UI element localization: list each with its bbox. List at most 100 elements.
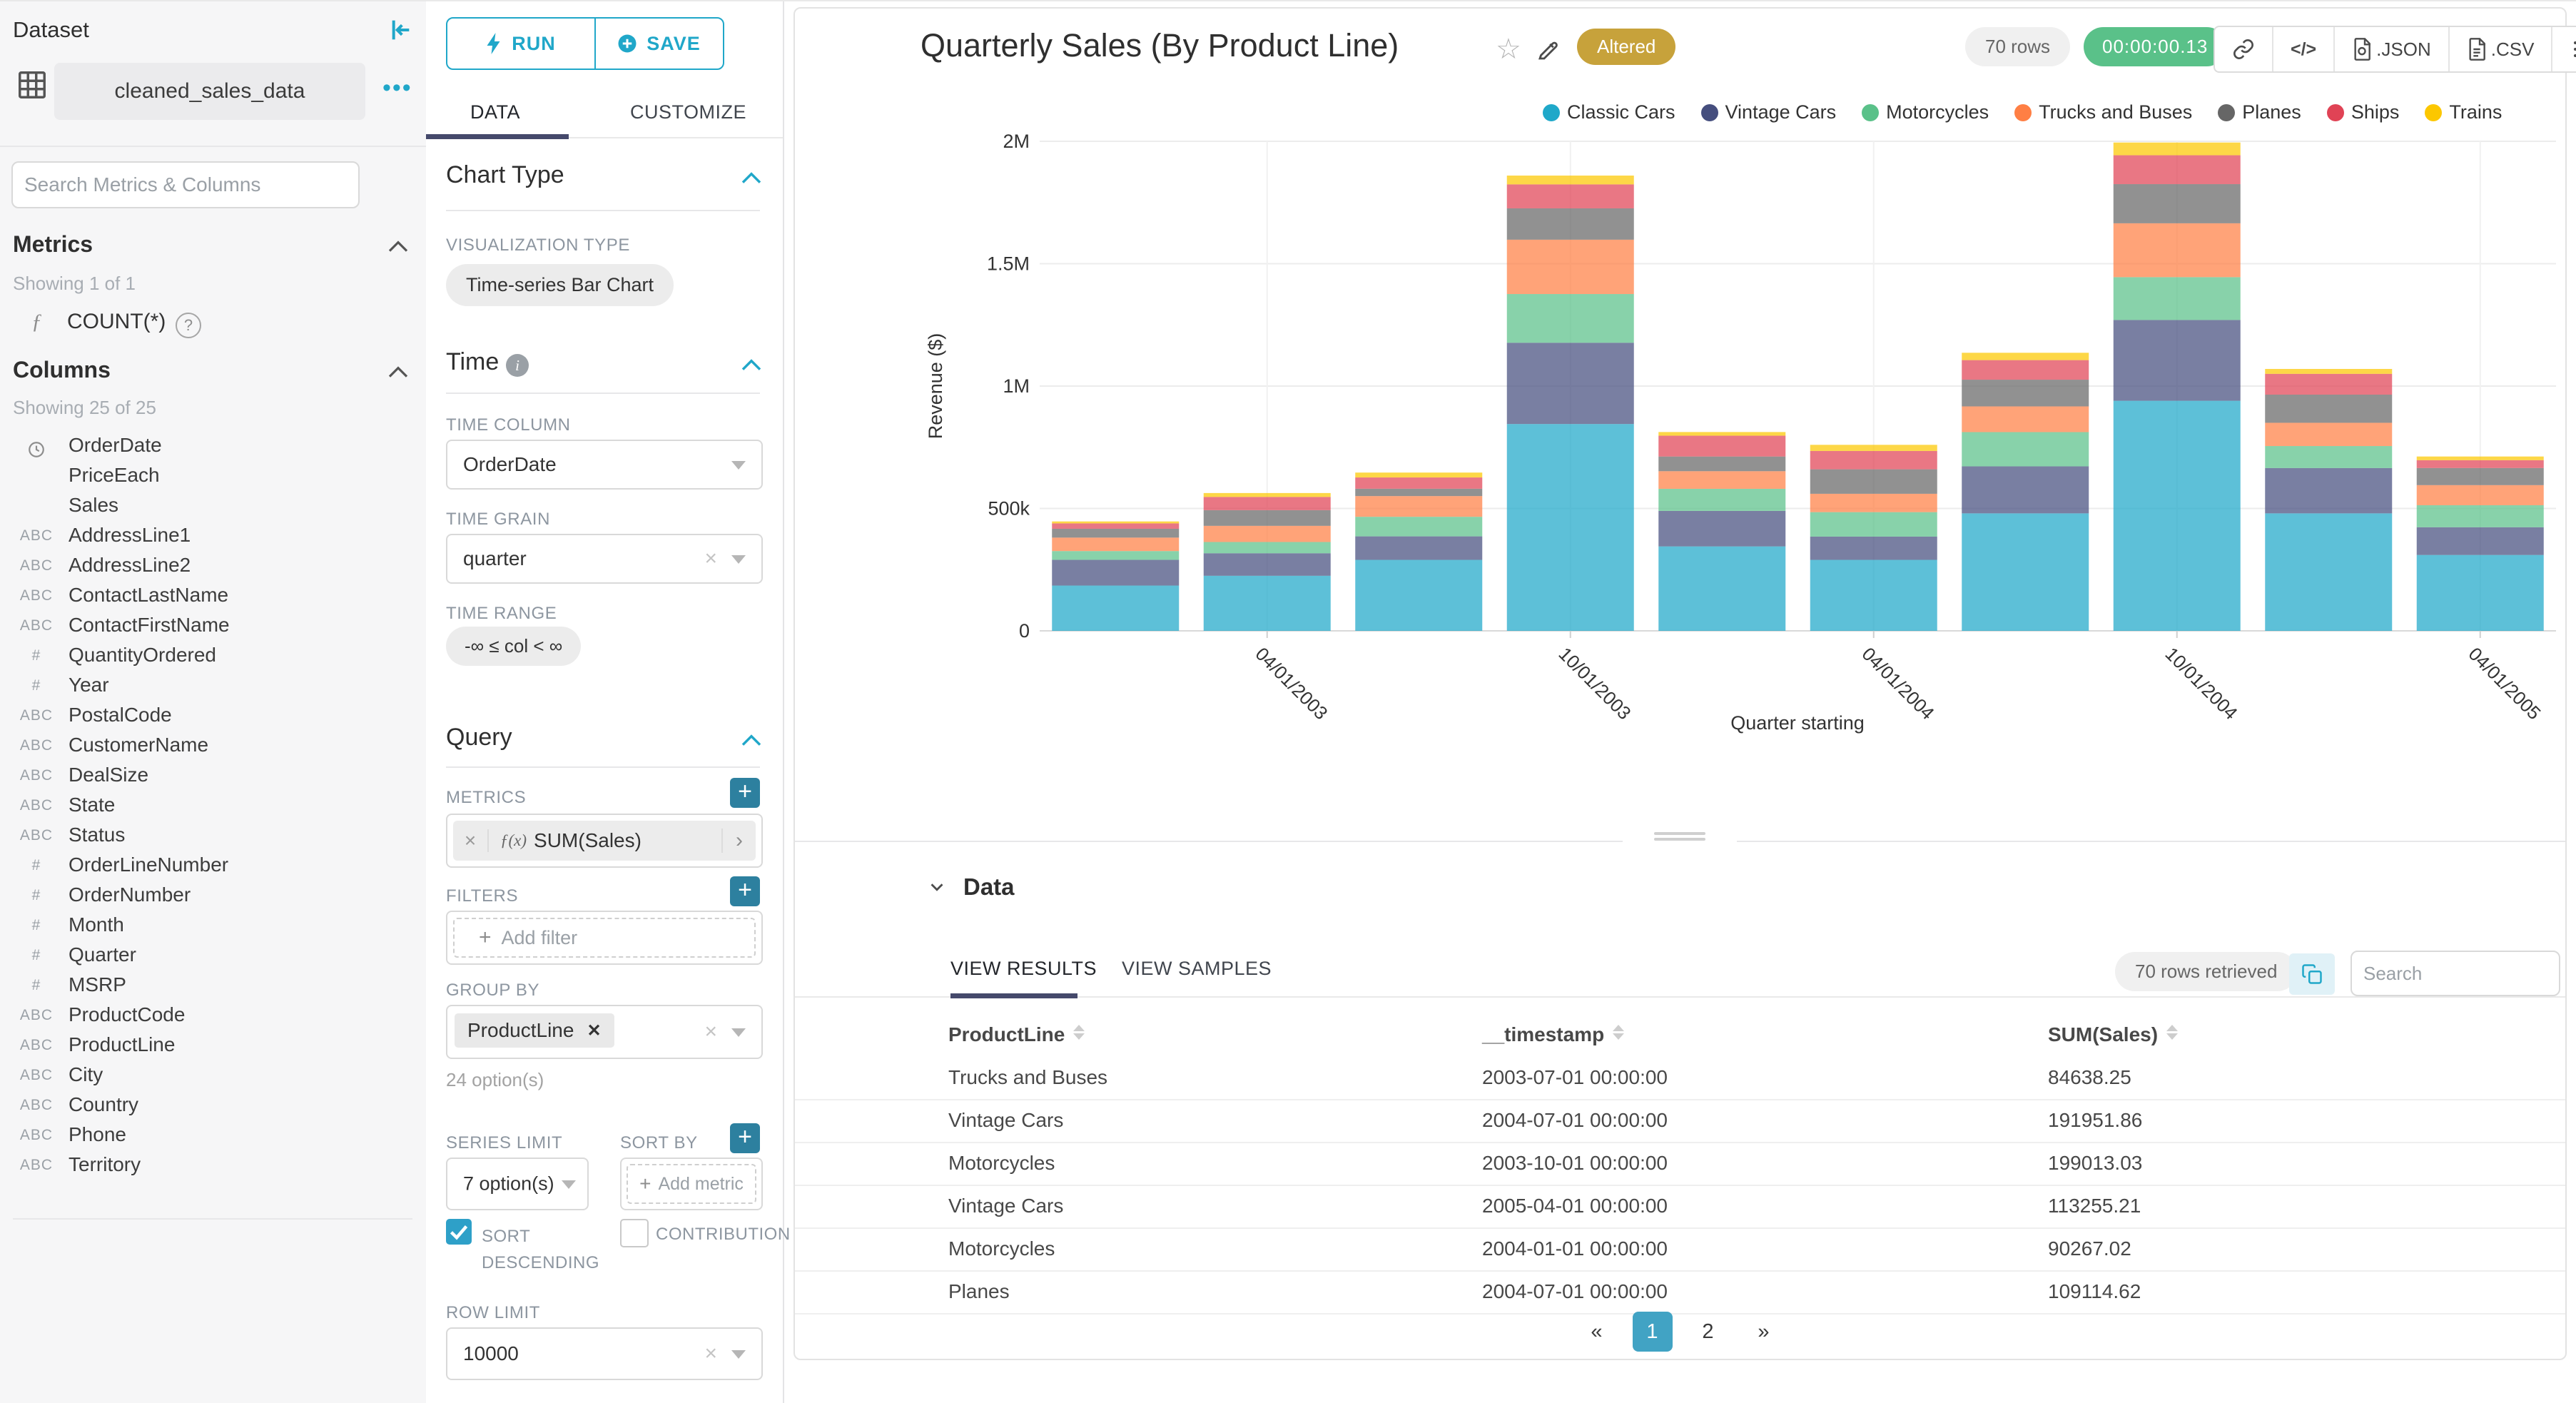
time-grain-select[interactable]: quarter ×: [446, 534, 763, 584]
bar-segment[interactable]: [2265, 373, 2393, 395]
legend-item[interactable]: Motorcycles: [1862, 101, 1989, 123]
bar-segment[interactable]: [2113, 400, 2241, 631]
table-row[interactable]: Trucks and Buses 2003-07-01 00:00:00 84638…: [795, 1058, 2565, 1100]
column-item[interactable]: ABC ProductCode: [0, 1002, 426, 1032]
chart-type-collapse-icon[interactable]: [740, 168, 763, 187]
bar-segment[interactable]: [1052, 537, 1180, 552]
tab-data[interactable]: DATA: [470, 101, 521, 123]
group-by-select[interactable]: ProductLine ✕ ×: [446, 1005, 763, 1059]
row-limit-select[interactable]: 10000 ×: [446, 1327, 763, 1380]
table-row[interactable]: Planes 2004-07-01 00:00:00 109114.62: [795, 1272, 2565, 1315]
bar-segment[interactable]: [1203, 510, 1331, 526]
column-item[interactable]: # QuantityOrdered: [0, 642, 426, 672]
bar-segment[interactable]: [1810, 512, 1937, 537]
bar-segment[interactable]: [1658, 471, 1786, 489]
bar-segment[interactable]: [1962, 432, 2089, 467]
bar-segment[interactable]: [2265, 513, 2393, 631]
bar-segment[interactable]: [1355, 477, 1483, 489]
tab-view-results[interactable]: VIEW RESULTS: [950, 958, 1097, 979]
bar-segment[interactable]: [1203, 525, 1331, 542]
column-item[interactable]: ABC Country: [0, 1092, 426, 1122]
column-item[interactable]: PriceEach: [0, 462, 426, 492]
remove-chip-icon[interactable]: ✕: [587, 1020, 602, 1040]
bar-segment[interactable]: [1658, 432, 1786, 436]
sort-icon[interactable]: [2166, 1025, 2179, 1040]
bar-segment[interactable]: [2265, 446, 2393, 468]
add-sort-metric-dropzone[interactable]: + Add metric: [627, 1164, 756, 1204]
bar-segment[interactable]: [1203, 553, 1331, 576]
table-row[interactable]: Vintage Cars 2005-04-01 00:00:00 113255.21: [795, 1186, 2565, 1229]
column-item[interactable]: ABC AddressLine2: [0, 552, 426, 582]
collapse-sidebar-icon[interactable]: [385, 16, 414, 44]
sort-descending-checkbox[interactable]: [446, 1219, 472, 1245]
clear-icon[interactable]: ×: [704, 547, 717, 570]
bar-segment[interactable]: [1355, 472, 1483, 478]
query-collapse-icon[interactable]: [740, 731, 763, 749]
chart-menu-button[interactable]: [2552, 27, 2576, 71]
pagination-prev[interactable]: «: [1591, 1320, 1603, 1343]
bar-segment[interactable]: [1355, 496, 1483, 517]
bar-segment[interactable]: [1962, 380, 2089, 407]
time-column-select[interactable]: OrderDate: [446, 440, 763, 490]
bar-segment[interactable]: [2416, 467, 2544, 485]
visualization-type-value[interactable]: Time-series Bar Chart: [446, 264, 674, 306]
tab-customize[interactable]: CUSTOMIZE: [630, 101, 747, 123]
bar-segment[interactable]: [2113, 184, 2241, 223]
export-csv-button[interactable]: .CSV: [2450, 27, 2553, 71]
bar-segment[interactable]: [2416, 505, 2544, 527]
clear-icon[interactable]: ×: [704, 1342, 717, 1365]
sort-icon[interactable]: [1073, 1025, 1085, 1040]
bar-segment[interactable]: [2113, 320, 2241, 401]
column-item[interactable]: ABC Status: [0, 822, 426, 852]
table-column-header[interactable]: __timestamp: [1482, 1023, 1625, 1046]
column-item[interactable]: ABC AddressLine1: [0, 522, 426, 552]
search-metrics-columns-input[interactable]: [11, 161, 360, 208]
bar-segment[interactable]: [1658, 510, 1786, 547]
bar-segment[interactable]: [2416, 485, 2544, 505]
bar-segment[interactable]: [1810, 450, 1937, 470]
bar-segment[interactable]: [2416, 527, 2544, 555]
column-item[interactable]: Sales: [0, 492, 426, 522]
bar-segment[interactable]: [1052, 559, 1180, 586]
time-info-icon[interactable]: i: [506, 354, 529, 377]
panel-drag-handle[interactable]: [1623, 829, 1737, 851]
bar-segment[interactable]: [1506, 424, 1634, 631]
bar-segment[interactable]: [1810, 445, 1937, 451]
legend-item[interactable]: Trucks and Buses: [2014, 101, 2192, 123]
legend-item[interactable]: Ships: [2326, 101, 2399, 123]
column-item[interactable]: OrderDate: [0, 432, 426, 462]
bar-segment[interactable]: [2113, 277, 2241, 320]
bar-segment[interactable]: [1962, 360, 2089, 380]
table-row[interactable]: Motorcycles 2003-10-01 00:00:00 199013.03: [795, 1143, 2565, 1186]
bar-segment[interactable]: [2113, 155, 2241, 185]
expand-metric-icon[interactable]: ›: [721, 829, 756, 853]
embed-code-button[interactable]: </>: [2273, 27, 2336, 71]
bar-segment[interactable]: [1962, 406, 2089, 432]
column-item[interactable]: # Year: [0, 672, 426, 702]
favorite-star-icon[interactable]: ☆: [1496, 34, 1521, 65]
metrics-collapse-icon[interactable]: [387, 237, 410, 255]
bar-segment[interactable]: [1355, 559, 1483, 631]
column-item[interactable]: # MSRP: [0, 972, 426, 1002]
legend-item[interactable]: Trains: [2425, 101, 2502, 123]
bar-segment[interactable]: [1203, 542, 1331, 554]
bar-segment[interactable]: [1203, 497, 1331, 510]
contribution-checkbox[interactable]: [620, 1219, 649, 1247]
column-item[interactable]: ABC ContactFirstName: [0, 612, 426, 642]
bar-segment[interactable]: [1658, 488, 1786, 511]
bar-segment[interactable]: [1810, 559, 1937, 631]
bar-segment[interactable]: [1506, 294, 1634, 343]
metric-item[interactable]: ƒ COUNT(*) ?: [0, 308, 426, 340]
table-column-header[interactable]: ProductLine: [948, 1023, 1085, 1046]
sort-icon[interactable]: [1613, 1025, 1625, 1040]
bar-segment[interactable]: [1810, 469, 1937, 494]
column-item[interactable]: # OrderLineNumber: [0, 852, 426, 882]
pagination-page-1[interactable]: 1: [1632, 1312, 1673, 1352]
edit-icon[interactable]: [1536, 37, 1561, 63]
metric-chip[interactable]: × ƒ(x) SUM(Sales) ›: [453, 821, 756, 861]
pagination-page-2[interactable]: 2: [1702, 1320, 1714, 1343]
bar-segment[interactable]: [1506, 184, 1634, 208]
metric-help-icon[interactable]: ?: [176, 313, 201, 338]
bar-segment[interactable]: [2416, 460, 2544, 468]
column-item[interactable]: ABC ContactLastName: [0, 582, 426, 612]
